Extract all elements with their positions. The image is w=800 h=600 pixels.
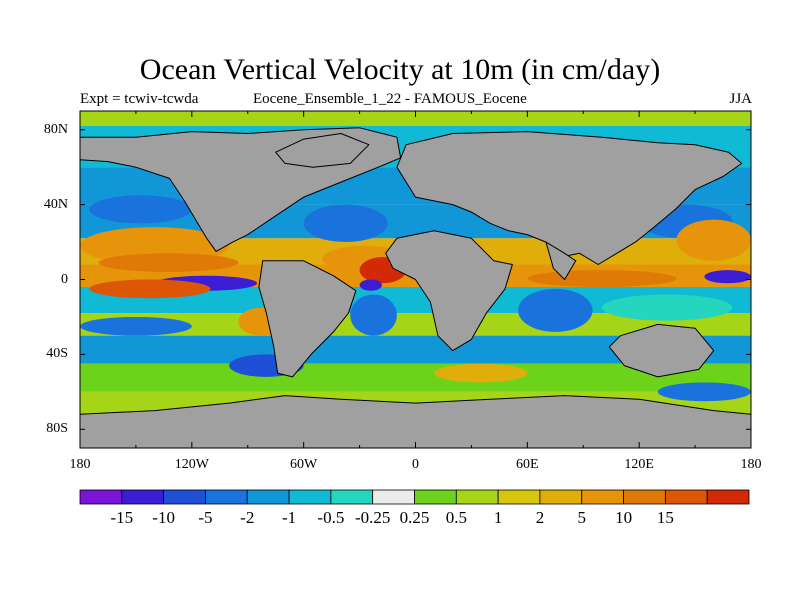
lat-label: 40S xyxy=(46,346,68,362)
colorbar-label: -0.5 xyxy=(317,508,345,527)
colorbar-swatch xyxy=(372,489,415,505)
lat-label: 80N xyxy=(43,121,68,137)
lon-label: 60E xyxy=(516,457,539,472)
experiment-label: Expt = tcwiv-tcwda xyxy=(80,91,199,107)
greenland-land xyxy=(275,133,370,168)
colorbar xyxy=(79,489,750,505)
colorbar-swatch xyxy=(246,489,290,505)
colorbar-label: 0.25 xyxy=(399,508,430,527)
lon-label: 0 xyxy=(412,457,419,472)
pacific-downwelling-north xyxy=(89,195,192,224)
lon-label: 60W xyxy=(290,457,318,472)
colorbar-swatch xyxy=(664,489,708,505)
lat-label: 0 xyxy=(61,271,68,287)
colorbar-label: -10 xyxy=(152,508,175,527)
map-panel xyxy=(80,111,751,448)
land-masses xyxy=(80,127,751,448)
lon-label: 180 xyxy=(69,457,91,472)
colorbar-label: -0.25 xyxy=(354,508,391,527)
colorbar-swatch xyxy=(330,489,374,505)
colorbar-label: -5 xyxy=(198,508,213,527)
colorbar-swatch xyxy=(623,489,666,505)
atlantic-downwelling-north xyxy=(303,204,388,243)
map-title: Ocean Vertical Velocity at 10m (in cm/da… xyxy=(139,53,661,86)
pacific-strong-upwelling xyxy=(98,253,239,273)
antarctica-land xyxy=(80,395,751,448)
axis-ticks xyxy=(79,111,752,448)
east-indian-band xyxy=(601,294,733,321)
pacific-band-south xyxy=(80,316,192,336)
lat-label: 40N xyxy=(43,196,68,212)
west-pacific-upwelling xyxy=(676,219,751,261)
colorbar-swatch xyxy=(581,489,624,505)
colorbar-swatch xyxy=(79,489,123,505)
australia-land xyxy=(608,323,715,378)
arctic-band xyxy=(80,111,751,126)
india-land xyxy=(545,241,577,280)
indian-upwelling xyxy=(527,270,677,287)
colorbar-label: 2 xyxy=(535,508,545,527)
south-america-land xyxy=(258,260,357,378)
colorbar-swatch xyxy=(539,489,583,505)
colorbar-label: 1 xyxy=(493,508,503,527)
southern-pacific-band xyxy=(657,382,751,402)
colorbar-swatch xyxy=(288,489,332,505)
colorbar-swatch xyxy=(205,489,248,505)
lon-label: 180 xyxy=(740,457,762,472)
ensemble-label: Eocene_Ensemble_1_22 - FAMOUS_Eocene xyxy=(253,91,527,107)
africa-land xyxy=(385,230,513,352)
lon-label: 120E xyxy=(624,457,654,472)
colorbar-label: -15 xyxy=(110,508,134,527)
colorbar-swatch xyxy=(414,489,457,505)
atlantic-downwelling-south xyxy=(350,294,397,336)
colorbar-swatch xyxy=(121,489,165,505)
colorbar-label: 15 xyxy=(656,508,674,527)
colorbar-label: 0.5 xyxy=(445,508,467,527)
eurasia-land xyxy=(396,131,743,265)
colorbar-label: -2 xyxy=(240,508,255,527)
colorbar-swatch xyxy=(163,489,206,505)
lat-label: 80S xyxy=(46,421,68,437)
lon-label: 120W xyxy=(174,457,209,472)
colorbar-label: -1 xyxy=(281,508,297,527)
west-pacific-downwelling-equator xyxy=(704,270,751,284)
colorbar-label: 5 xyxy=(577,508,587,527)
colorbar-swatch xyxy=(455,489,499,505)
colorbar-swatch xyxy=(706,489,750,505)
atlantic-downwelling-equator xyxy=(359,279,382,291)
indian-downwelling xyxy=(518,288,593,332)
southern-indian-upwelling xyxy=(434,363,528,383)
pacific-upwelling-south xyxy=(89,279,211,299)
colorbar-swatch xyxy=(497,489,541,505)
season-label: JJA xyxy=(729,91,752,107)
colorbar-label: 10 xyxy=(615,508,633,527)
